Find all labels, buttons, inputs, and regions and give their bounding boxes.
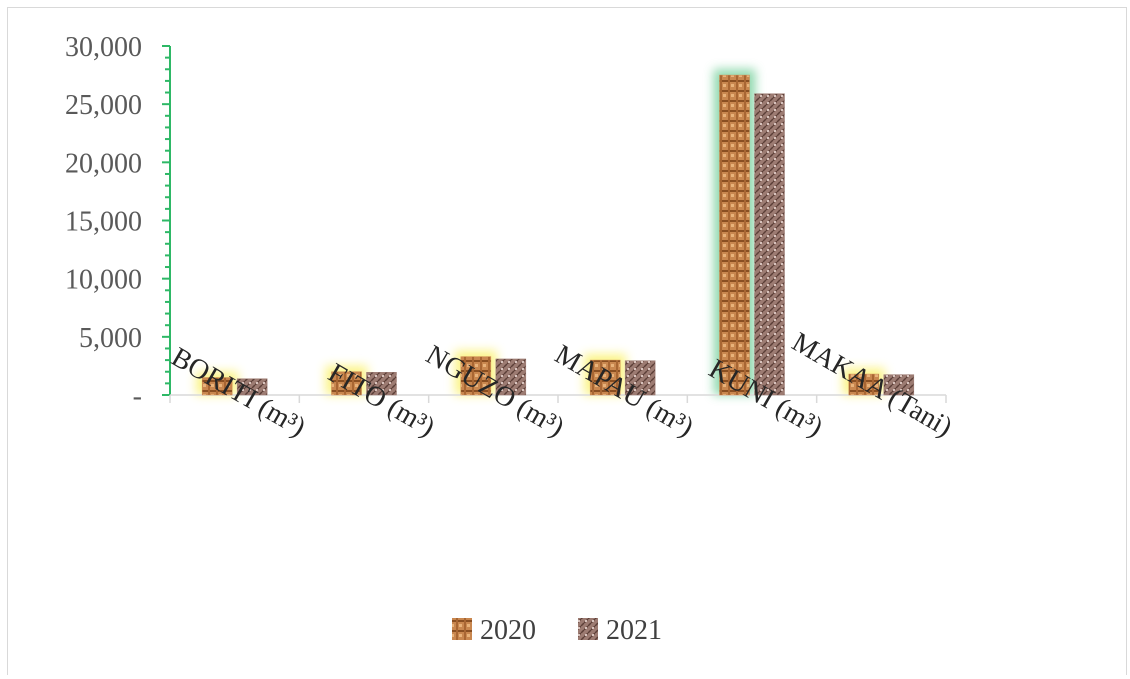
axes	[162, 45, 947, 403]
legend: 2020 2021	[452, 615, 662, 646]
bar-2020-5	[848, 373, 880, 396]
bar-2021-2	[495, 358, 527, 396]
y-tick-label: 10,000	[65, 265, 142, 296]
bar-2021-5	[883, 374, 915, 396]
x-tick-label: BORITI (m³)	[166, 342, 311, 443]
y-tick-label: -	[133, 381, 142, 412]
y-tick-label: 25,000	[65, 90, 142, 121]
legend-label-2020: 2020	[480, 615, 536, 646]
y-tick-label: 15,000	[65, 207, 142, 238]
bar-2020-2	[460, 356, 492, 396]
chart-frame	[7, 7, 1127, 675]
legend-swatch-2021	[578, 618, 598, 640]
bar-2021-3	[624, 360, 656, 396]
bar-2020-3	[589, 359, 621, 396]
bar-2020-1	[331, 371, 362, 396]
y-tick-label: 5,000	[79, 323, 142, 354]
bar-2020-0	[201, 377, 233, 396]
y-tick-label: 30,000	[65, 32, 142, 63]
bar-2021-0	[236, 378, 268, 396]
y-tick-labels: - 5,000 10,000 15,000 20,000 25,000 30,000	[65, 32, 142, 412]
bar-2021-1	[366, 372, 397, 396]
bars	[201, 74, 915, 396]
x-tick-label: FITO (m³)	[323, 357, 440, 443]
bar-2021-4	[754, 93, 785, 396]
y-tick-label: 20,000	[65, 148, 142, 179]
x-tick-labels: BORITI (m³) FITO (m³)NGUZO (m³)MAPAU (m³)…	[166, 327, 957, 443]
bar-2020-4	[719, 74, 750, 396]
legend-swatch-2020	[452, 618, 472, 640]
legend-label-2021: 2021	[606, 615, 662, 646]
